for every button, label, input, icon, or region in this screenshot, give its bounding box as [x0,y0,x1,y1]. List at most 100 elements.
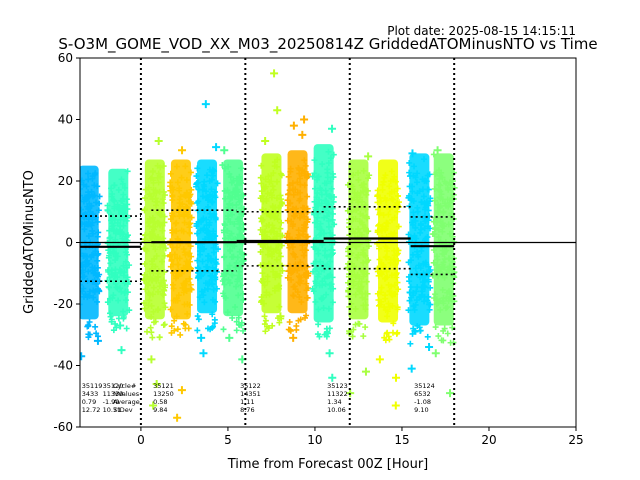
data-point [318,227,325,234]
data-point [313,280,320,287]
data-point [417,229,424,236]
outlier-point [261,137,270,146]
data-point [329,299,336,306]
data-point [106,295,113,302]
data-point [94,218,101,225]
data-point [266,246,273,253]
data-point [277,253,284,260]
outlier-point [431,349,440,358]
data-point [431,231,438,238]
x-tick-label: 10 [307,433,322,447]
data-point [227,174,234,181]
data-point [258,162,265,169]
data-point [273,178,280,185]
data-point [304,294,311,301]
stat-label: 13250 [153,390,174,398]
data-point [304,233,311,240]
data-point [435,333,442,340]
data-point [345,253,352,260]
outlier-point [225,333,234,342]
data-point [212,274,219,281]
data-point [209,281,216,288]
data-point [389,302,396,309]
data-point [417,220,424,227]
data-point [94,298,101,305]
data-point [375,272,382,279]
data-point [162,304,169,311]
data-point [410,198,417,205]
data-point [331,221,338,228]
data-point [420,284,427,291]
data-point [91,192,98,199]
data-point [224,227,231,234]
data-point [169,244,176,251]
data-point [270,228,277,235]
data-point [161,252,168,259]
outlier-point [117,346,126,355]
data-point [295,227,302,234]
data-point [195,274,202,281]
data-point [197,244,204,251]
data-point [156,188,163,195]
stat-label: -1.99 [103,398,120,406]
outlier-point [408,149,417,158]
data-point [375,206,382,213]
data-point [394,306,401,313]
data-point [174,326,181,333]
data-point [89,252,96,259]
data-point [187,265,194,272]
data-point [311,219,318,226]
stat-label: -1.08 [414,398,431,406]
data-point [144,281,151,288]
point-cluster [193,100,221,358]
stat-label: 1.34 [327,398,341,406]
data-point [355,251,362,258]
y-tick-label: -60 [53,420,73,434]
data-point [227,194,234,201]
data-point [362,306,369,313]
y-tick-label: 60 [58,51,73,65]
outlier-point [220,146,229,155]
data-point [438,169,445,176]
data-point [320,230,327,237]
data-point [389,292,396,299]
x-tick-label: 15 [394,433,409,447]
data-point [268,253,275,260]
data-point [284,274,291,281]
data-point [261,282,268,289]
data-point [211,188,218,195]
data-point [115,315,122,322]
data-point [262,176,269,183]
data-point [410,290,417,296]
stat-label: 10.71 [103,406,122,414]
data-point [258,218,265,225]
data-point [405,194,412,201]
data-point [383,268,390,275]
outlier-point [149,401,158,410]
data-point [283,234,290,241]
data-point [422,261,429,268]
data-point [388,195,395,202]
data-point [149,277,156,284]
data-point [265,325,272,332]
data-point [159,290,166,297]
data-point [227,247,234,254]
data-point [441,223,448,230]
data-point [91,277,98,284]
data-point [314,214,321,221]
data-point [152,195,159,202]
data-point [177,331,184,338]
outlier-point [289,121,298,130]
data-point [202,280,209,287]
data-point [194,257,201,264]
data-point [301,213,308,220]
data-point [382,306,389,313]
data-point [123,325,130,332]
data-point [185,325,192,332]
data-point [212,256,219,263]
data-point [104,207,111,214]
data-point [219,162,226,169]
data-point [258,278,265,285]
data-point [201,245,208,252]
data-point [434,261,441,268]
